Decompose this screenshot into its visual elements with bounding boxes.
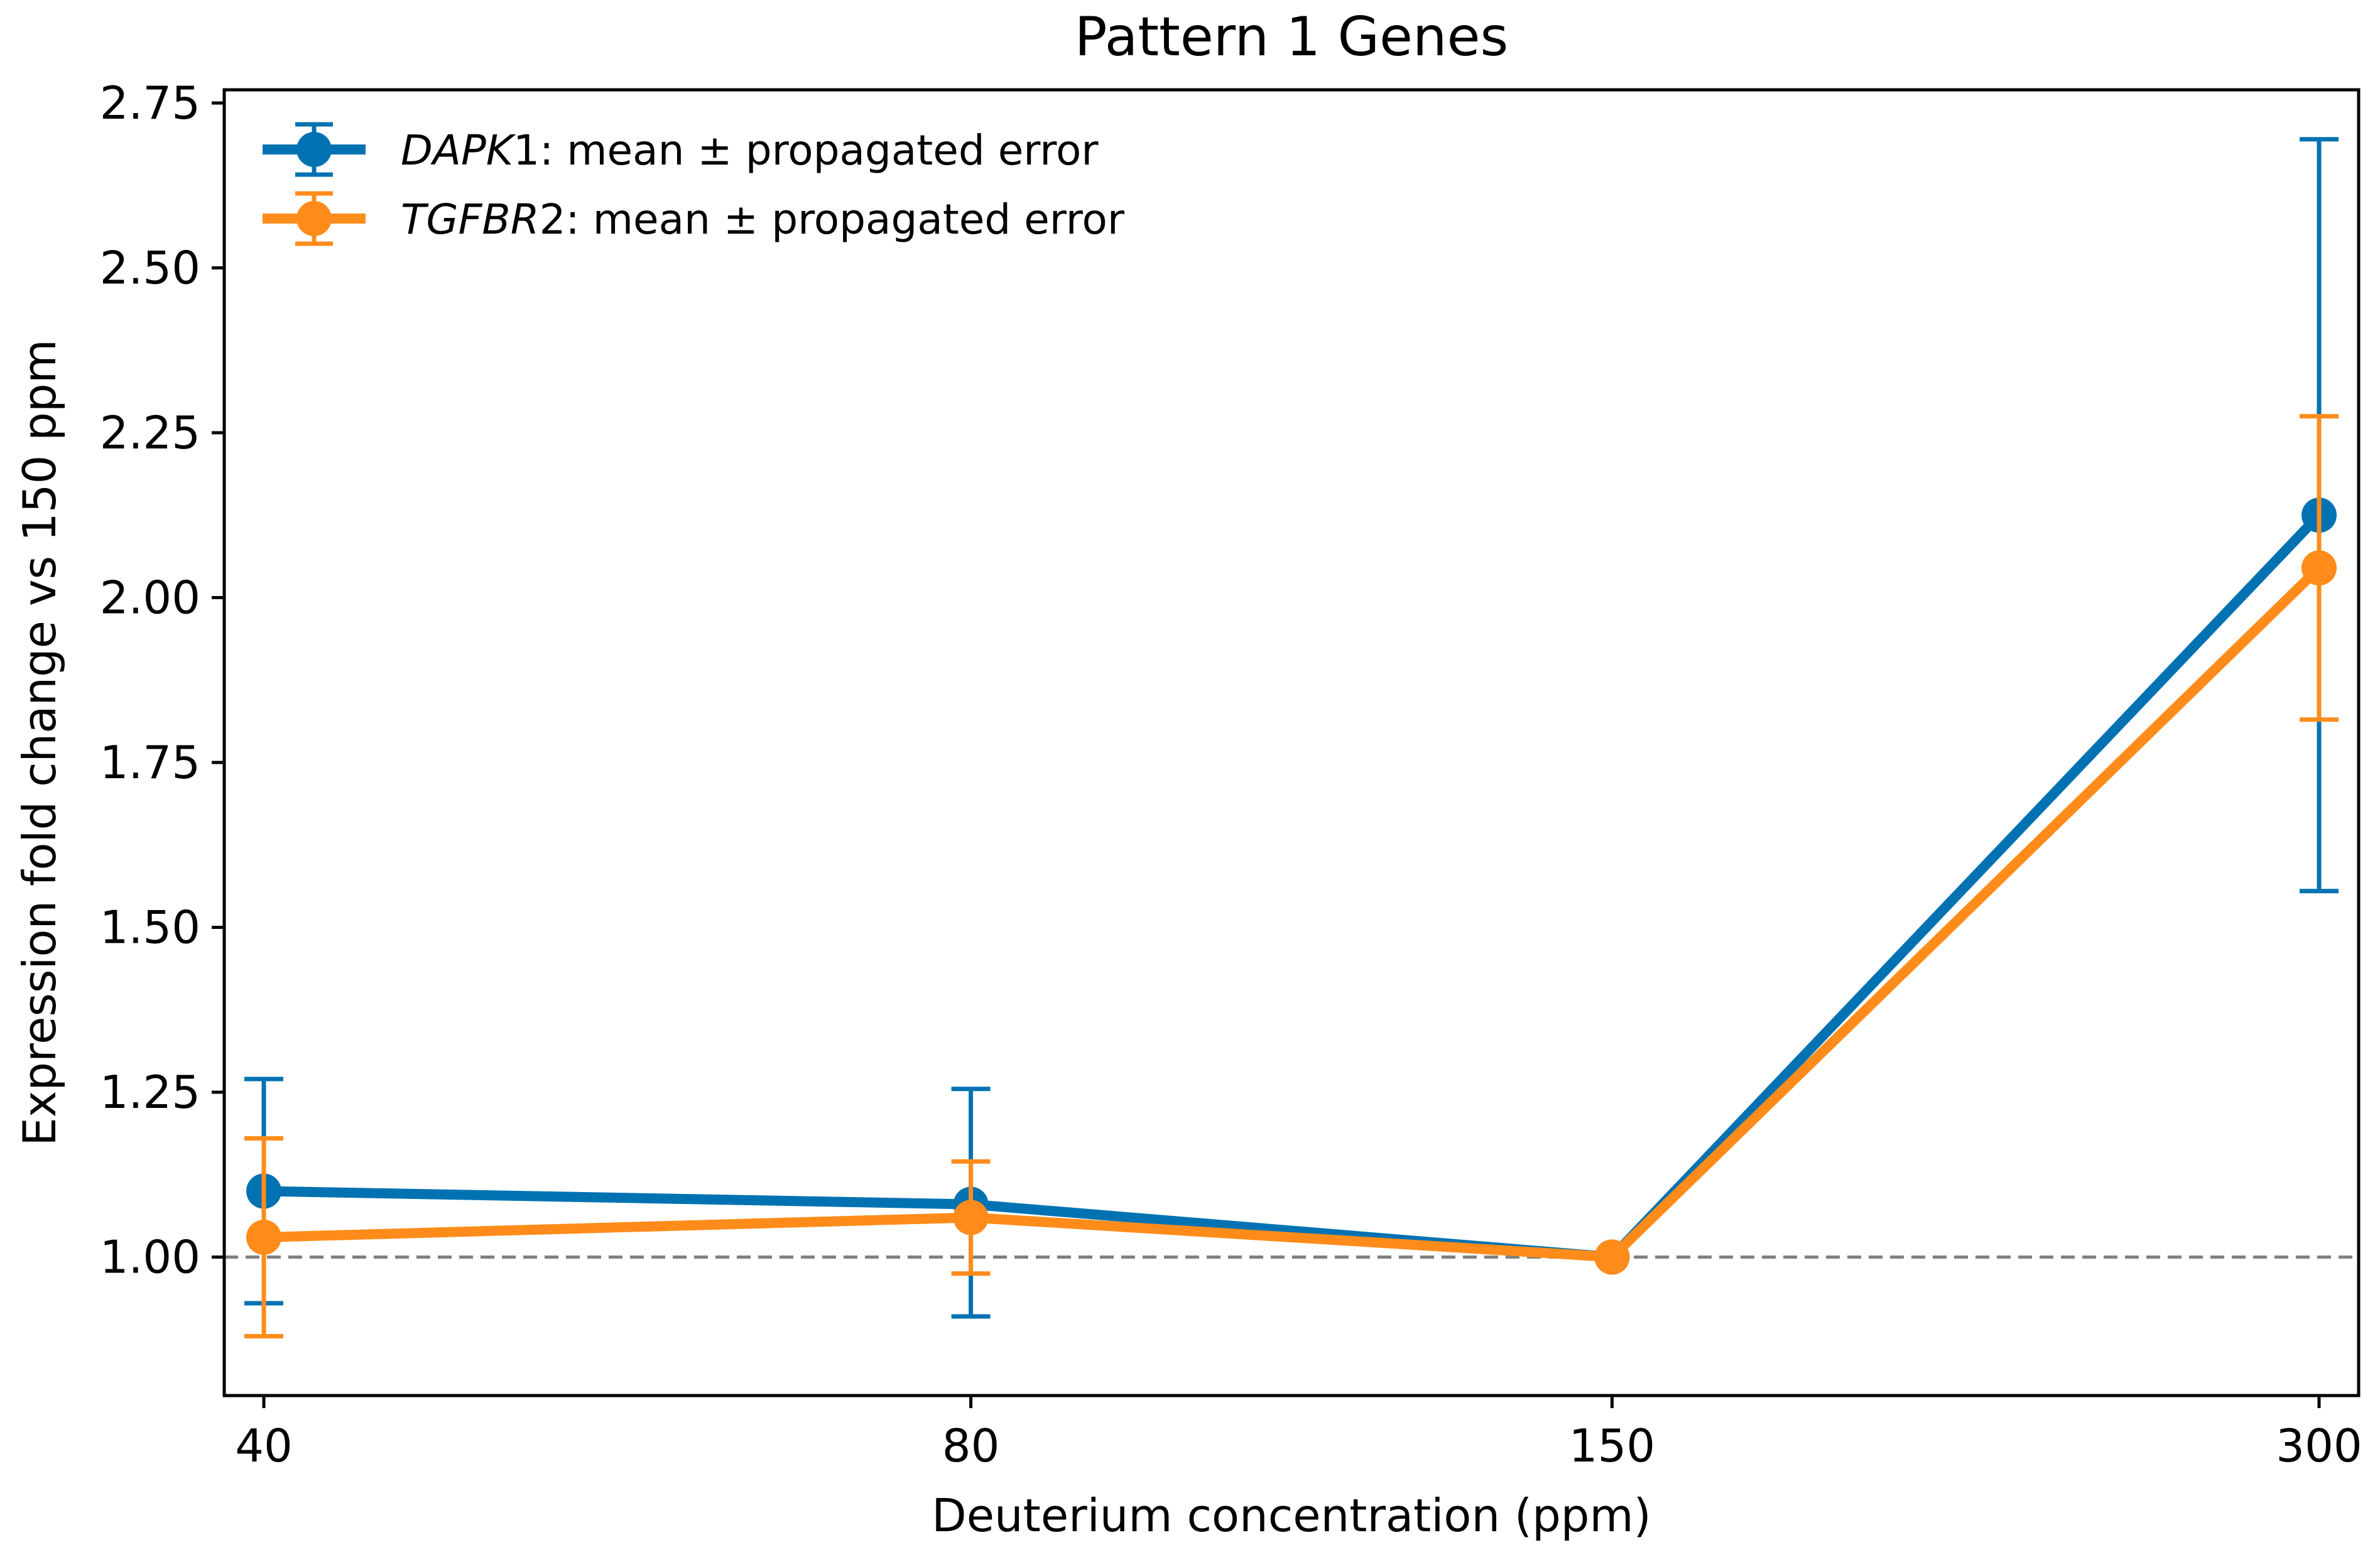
- x-axis-ticks: 40 80 150 300: [235, 1396, 2362, 1472]
- y-tick-label: 2.50: [100, 242, 200, 295]
- x-axis-label: Deuterium concentration (ppm): [932, 1489, 1651, 1542]
- series-group: [244, 137, 2339, 1338]
- x-tick-label: 80: [942, 1419, 1000, 1472]
- legend-label: DAPK1: mean ± propagated error: [401, 126, 1099, 175]
- legend-marker: [296, 132, 332, 167]
- y-tick-label: 1.50: [100, 901, 200, 954]
- x-tick-label: 40: [235, 1419, 293, 1472]
- legend-marker: [296, 201, 332, 236]
- legend-item-2: TGFBR2: mean ± propagated error: [263, 191, 1125, 246]
- series-2: [244, 414, 2339, 1338]
- legend-label-rest: 2: mean ± propagated error: [540, 195, 1125, 244]
- legend-item-1: DAPK1: mean ± propagated error: [263, 122, 1099, 177]
- legend-label-italic: TGFBR: [401, 195, 540, 244]
- chart-title: Pattern 1 Genes: [1075, 6, 1509, 68]
- x-tick-label: 300: [2276, 1419, 2362, 1472]
- legend-label-rest: 1: mean ± propagated error: [513, 126, 1099, 175]
- x-tick-label: 150: [1569, 1419, 1655, 1472]
- legend: DAPK1: mean ± propagated error TGFBR2: me…: [263, 122, 1125, 246]
- y-axis-ticks: 1.00 1.25 1.50 1.75 2.00 2.25 2.50 2.75: [100, 77, 224, 1284]
- data-point: [1594, 1239, 1630, 1275]
- plot-frame: [222, 88, 2361, 1397]
- y-tick-label: 2.00: [100, 572, 200, 624]
- y-tick-label: 1.75: [100, 736, 200, 789]
- y-tick-label: 2.25: [100, 406, 200, 459]
- series-line: [263, 564, 2323, 1262]
- data-point: [246, 1220, 281, 1255]
- series-1: [244, 137, 2339, 1319]
- series-line: [263, 511, 2323, 1262]
- legend-label-italic: DAPK: [401, 126, 516, 175]
- data-point: [2301, 550, 2337, 586]
- y-tick-label: 2.75: [100, 77, 200, 129]
- y-tick-label: 1.00: [100, 1231, 200, 1284]
- y-axis-label: Expression fold change vs 150 ppm: [13, 339, 66, 1146]
- legend-label: TGFBR2: mean ± propagated error: [401, 195, 1125, 244]
- y-tick-label: 1.25: [100, 1066, 200, 1119]
- data-point: [953, 1200, 989, 1235]
